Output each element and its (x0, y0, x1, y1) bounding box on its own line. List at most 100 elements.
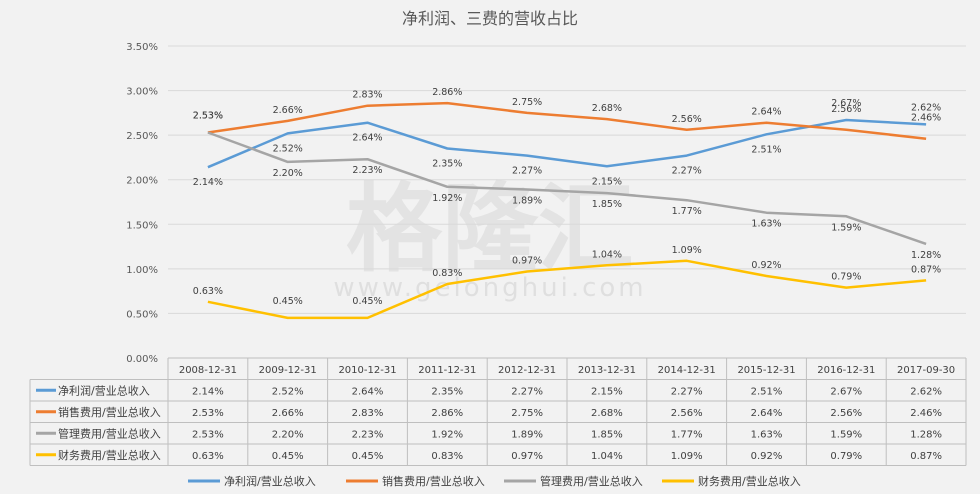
table-cell: 2.66% (272, 408, 304, 419)
table-cell: 2.52% (272, 386, 304, 397)
data-label: 1.09% (672, 245, 702, 256)
x-tick-label: 2012-12-31 (498, 365, 556, 376)
x-tick-label: 2010-12-31 (338, 365, 396, 376)
x-tick-label: 2016-12-31 (817, 365, 875, 376)
data-label: 2.67% (831, 98, 861, 109)
table-cell: 2.46% (910, 408, 942, 419)
table-cell: 2.56% (671, 408, 703, 419)
table-cell: 0.45% (272, 451, 304, 462)
y-tick-label: 1.00% (126, 265, 158, 276)
data-label: 2.51% (751, 144, 781, 155)
y-tick-label: 0.00% (126, 354, 158, 365)
table-cell: 2.83% (352, 408, 384, 419)
data-label: 1.59% (831, 222, 861, 233)
data-label: 0.87% (911, 264, 941, 275)
y-tick-label: 2.50% (126, 131, 158, 142)
chart-title: 净利润、三费的营收占比 (402, 9, 578, 28)
table-cell: 1.09% (671, 451, 703, 462)
data-label: 1.77% (672, 206, 702, 217)
table-cell: 2.67% (830, 386, 862, 397)
x-tick-label: 2015-12-31 (737, 365, 795, 376)
data-label: 2.23% (352, 165, 382, 176)
data-label: 2.27% (512, 166, 542, 177)
table-cell: 1.85% (591, 429, 623, 440)
data-label: 1.89% (512, 196, 542, 207)
table-cell: 0.45% (352, 451, 384, 462)
table-cell: 2.20% (272, 429, 304, 440)
table-cell: 1.89% (511, 429, 543, 440)
table-cell: 2.27% (511, 386, 543, 397)
table-cell: 0.92% (751, 451, 783, 462)
table-cell: 2.23% (352, 429, 384, 440)
data-label: 2.14% (193, 177, 223, 188)
table-cell: 0.63% (192, 451, 224, 462)
data-label: 2.86% (432, 87, 462, 98)
y-tick-label: 3.00% (126, 87, 158, 98)
y-tick-label: 2.00% (126, 176, 158, 187)
data-label: 2.15% (592, 176, 622, 187)
table-cell: 2.35% (431, 386, 463, 397)
data-label: 1.92% (432, 193, 462, 204)
data-label: 2.83% (352, 90, 382, 101)
legend-label: 管理费用/营业总收入 (540, 474, 643, 488)
table-cell: 2.53% (192, 429, 224, 440)
table-cell: 1.59% (830, 429, 862, 440)
series-line (207, 259, 927, 320)
data-label: 2.75% (512, 97, 542, 108)
table-cell: 0.87% (910, 451, 942, 462)
table-cell: 2.68% (591, 408, 623, 419)
table-cell: 2.64% (352, 386, 384, 397)
data-label: 0.79% (831, 272, 861, 283)
table-row-label: 管理费用/营业总收入 (58, 426, 161, 440)
data-label: 0.45% (273, 296, 303, 307)
series-line (207, 131, 927, 246)
y-tick-label: 0.50% (126, 309, 158, 320)
table-row-label: 销售费用/营业总收入 (58, 405, 161, 419)
table-cell: 0.97% (511, 451, 543, 462)
data-label: 2.46% (911, 113, 941, 124)
legend-label: 财务费用/营业总收入 (698, 474, 801, 488)
y-tick-label: 1.50% (126, 220, 158, 231)
data-label: 0.63% (193, 286, 223, 297)
watermark-logo: 格隆汇 (346, 173, 634, 285)
legend-label: 净利润/营业总收入 (224, 474, 316, 488)
table-cell: 2.56% (830, 408, 862, 419)
table-cell: 1.28% (910, 429, 942, 440)
data-label: 2.27% (672, 166, 702, 177)
table-cell: 2.14% (192, 386, 224, 397)
data-label: 2.53% (193, 110, 223, 121)
data-label: 1.28% (911, 250, 941, 261)
table-cell: 2.75% (511, 408, 543, 419)
data-label: 2.52% (273, 143, 303, 154)
data-label: 1.04% (592, 249, 622, 260)
data-label: 1.63% (751, 219, 781, 230)
table-row-label: 净利润/营业总收入 (58, 383, 150, 397)
y-tick-label: 3.50% (126, 42, 158, 53)
data-label: 2.20% (273, 168, 303, 179)
data-label: 0.45% (352, 296, 382, 307)
table-cell: 2.51% (751, 386, 783, 397)
data-label: 2.53% (193, 110, 223, 121)
data-label: 2.68% (592, 103, 622, 114)
table-cell: 2.86% (431, 408, 463, 419)
table-row-label: 财务费用/营业总收入 (58, 448, 161, 462)
data-label: 2.62% (911, 102, 941, 113)
table-cell: 2.15% (591, 386, 623, 397)
x-tick-label: 2014-12-31 (658, 365, 716, 376)
x-tick-label: 2011-12-31 (418, 365, 476, 376)
table-cell: 0.79% (830, 451, 862, 462)
x-tick-label: 2013-12-31 (578, 365, 636, 376)
data-label: 0.92% (751, 260, 781, 271)
data-label: 0.83% (432, 268, 462, 279)
data-label: 2.64% (352, 133, 382, 144)
legend-label: 销售费用/营业总收入 (382, 474, 485, 488)
x-tick-label: 2008-12-31 (179, 365, 237, 376)
data-label: 2.35% (432, 159, 462, 170)
table-cell: 1.77% (671, 429, 703, 440)
table-cell: 0.83% (431, 451, 463, 462)
table-cell: 1.04% (591, 451, 623, 462)
table-cell: 1.63% (751, 429, 783, 440)
table-cell: 1.92% (431, 429, 463, 440)
